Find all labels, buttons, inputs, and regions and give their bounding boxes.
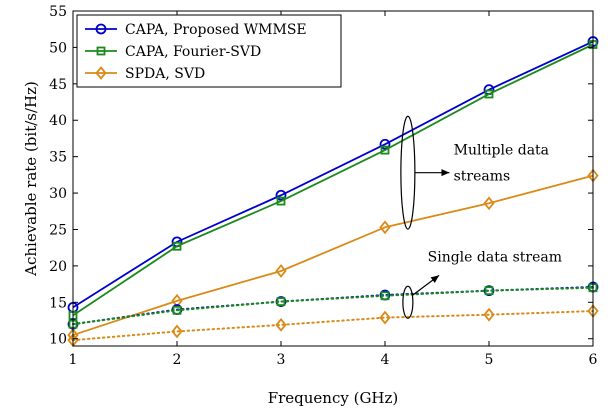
series-line [72, 286, 594, 326]
x-tick-label: 3 [277, 352, 286, 368]
data-point [483, 196, 495, 211]
series-line [72, 40, 594, 309]
legend-label: CAPA, Fourier-SVD [125, 44, 261, 60]
data-point [275, 317, 287, 332]
series-line [72, 310, 594, 342]
y-tick-label: 10 [49, 332, 67, 348]
annotation-single-line-1: Single data stream [428, 249, 562, 265]
legend-label: SPDA, SVD [125, 66, 205, 82]
data-point [380, 291, 390, 301]
data-point [379, 138, 391, 150]
annotation-multiple-line-1: Multiple data [454, 142, 549, 158]
data-point [380, 145, 390, 155]
series-3 [67, 168, 599, 342]
legend-item: CAPA, Fourier-SVD [85, 44, 261, 60]
y-tick-label: 55 [49, 4, 67, 20]
y-tick-label: 15 [49, 295, 67, 311]
legend-box [76, 14, 342, 88]
x-tick-label: 4 [381, 352, 390, 368]
x-tick-label: 2 [173, 352, 182, 368]
legend: CAPA, Proposed WMMSE CAPA, Fourier-SVD SPD… [76, 14, 342, 88]
y-tick-label: 35 [49, 150, 67, 166]
legend-label: CAPA, Proposed WMMSE [125, 22, 307, 38]
legend-swatch-marker [95, 23, 107, 35]
x-tick-label: 1 [69, 352, 78, 368]
y-tick-label: 30 [49, 186, 67, 202]
arrow-head [441, 169, 450, 177]
annotation-arrow-single [412, 274, 440, 296]
legend-swatch-marker [96, 46, 106, 56]
series-line [72, 43, 594, 317]
x-tick-label: 6 [589, 352, 598, 368]
y-axis-title: Achievable rate (bit/s/Hz) [22, 81, 40, 277]
axes-frame [72, 10, 594, 347]
x-axis-title: Frequency (GHz) [268, 389, 399, 407]
y-tick-label: 25 [49, 222, 67, 238]
data-point [483, 307, 495, 322]
legend-item: CAPA, Proposed WMMSE [85, 22, 307, 38]
y-tick-label: 40 [49, 113, 67, 129]
data-point [171, 324, 183, 339]
data-point [275, 189, 287, 201]
data-point [379, 220, 391, 235]
series-layer [67, 36, 599, 348]
x-tick-label: 5 [485, 352, 494, 368]
annotation-arrow-multiple [414, 169, 450, 177]
annotation-layer: Multiple data streams Single data stream [400, 115, 562, 319]
data-point [275, 264, 287, 278]
y-tick-label: 45 [49, 77, 67, 93]
data-point [276, 297, 286, 306]
series-line [72, 174, 594, 336]
arrow-head [430, 275, 440, 283]
legend-swatch-marker [95, 66, 107, 80]
data-point [276, 196, 286, 206]
data-point [172, 305, 182, 315]
y-tick-label: 50 [49, 40, 67, 56]
y-tick-label: 20 [49, 259, 67, 275]
data-point [484, 89, 494, 99]
legend-item: SPDA, SVD [85, 66, 205, 82]
data-point [172, 241, 182, 251]
annotation-ellipse-single [402, 285, 414, 319]
annotation-multiple-line-2: streams [454, 169, 511, 185]
data-point [379, 310, 391, 325]
data-point [484, 286, 494, 296]
